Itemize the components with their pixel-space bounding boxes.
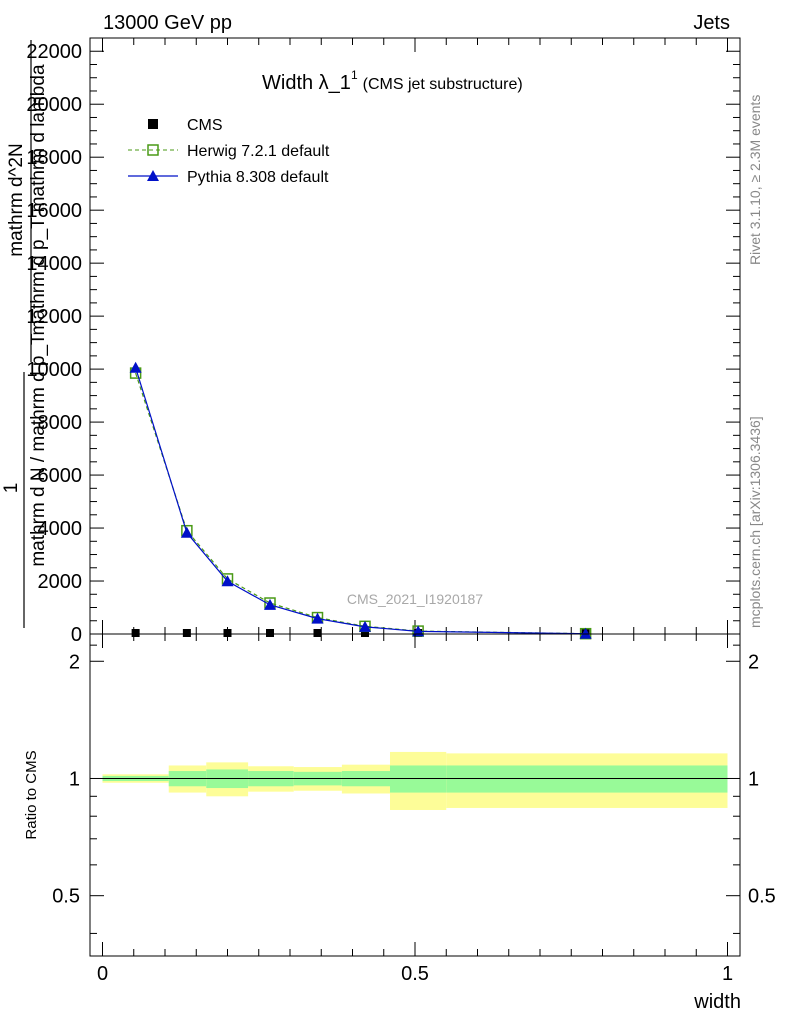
main-ytick-label-9: 18000	[26, 147, 82, 169]
series-2-point-2	[221, 575, 234, 587]
legend-herwig-marker	[147, 144, 159, 156]
series-2-point-0	[129, 361, 142, 373]
series-0-point-1	[182, 629, 191, 637]
main-panel: 0 2000 4000 6000 8000 10000 12000 14000 16000 180…	[1, 37, 741, 646]
main-ylabel-denominator-bottom: mathrm d N / mathrm d p_T	[28, 333, 49, 567]
ratio-inner-band-7	[446, 765, 728, 793]
ratio-inner-band-6	[390, 765, 447, 793]
ratio-x-ticks: 0 0.5 1	[97, 634, 733, 985]
main-ytick-label-8: 16000	[26, 200, 82, 222]
series-2-point-4	[311, 612, 324, 624]
header-right: Jets	[693, 12, 730, 34]
chart-title-main: Width λ_1	[262, 72, 351, 94]
series-2-point-3	[264, 598, 276, 610]
mcplots-label: mcplots.cern.ch [arXiv:1306.3436]	[747, 416, 763, 628]
main-ytick-label-1: 2000	[38, 571, 83, 593]
main-ytick-label-3: 6000	[38, 465, 83, 487]
ratio-ytick-label-right-2: 2	[748, 651, 759, 673]
ratio-panel: 0.5 0.51 12 2 0 0.5 1 Ratio to CMS width	[23, 633, 776, 1013]
legend-pythia-label: Pythia 8.308 default	[187, 169, 329, 186]
main-y-ticks: 0 2000 4000 6000 8000 10000 12000 14000 16000 180…	[26, 41, 740, 646]
ratio-ytick-label-1: 1	[69, 768, 80, 790]
ratio-ytick-label-0: 0.5	[52, 886, 80, 908]
series-line-2	[135, 367, 586, 635]
main-ylabel-denominator-top: mathrm d p_T mathrm d lambda	[28, 64, 49, 335]
legend-herwig-label: Herwig 7.2.1 default	[187, 143, 330, 160]
legend-cms-label: CMS	[187, 117, 223, 134]
series-0-point-2	[223, 629, 232, 637]
watermark: CMS_2021_I1920187	[347, 591, 483, 607]
main-ylabel-one: 1	[1, 483, 22, 494]
chart-title-sup: 1	[351, 68, 358, 82]
x-tick-label-1: 0.5	[401, 963, 429, 985]
series-0-point-4	[313, 629, 322, 637]
series-0-point-5	[361, 629, 369, 637]
ratio-ytick-label-right-1: 1	[748, 768, 759, 790]
series-0-point-3	[266, 629, 274, 637]
x-tick-label-0: 0	[97, 963, 108, 985]
main-ytick-label-4: 8000	[38, 412, 83, 434]
series-2-point-1	[180, 526, 193, 538]
ratio-ytick-label-2: 2	[69, 651, 80, 673]
x-axis-label: width	[693, 991, 741, 1013]
main-ytick-label-0: 0	[71, 624, 82, 646]
series-0-point-0	[131, 629, 140, 637]
main-ytick-label-2: 4000	[38, 518, 83, 540]
main-ytick-label-5: 10000	[26, 359, 82, 381]
main-ytick-label-6: 12000	[26, 306, 82, 328]
main-ylabel-numerator: mathrm d^2N	[6, 143, 27, 256]
ratio-y-ticks: 0.5 0.5 1 1 2 2	[52, 644, 776, 934]
main-ytick-label-7: 14000	[26, 253, 82, 275]
legend-pythia-marker	[147, 170, 159, 181]
header-left: 13000 GeV pp	[103, 12, 232, 34]
chart-title-sub: (CMS jet substructure)	[363, 76, 523, 93]
ratio-ytick-label-right-0: 0.5	[748, 886, 776, 908]
ratio-bands	[102, 751, 728, 810]
ratio-ylabel: Ratio to CMS	[23, 750, 40, 839]
chart-title: Width λ_11 (CMS jet substructure)	[262, 68, 523, 94]
main-ytick-label-11: 22000	[26, 41, 82, 63]
rivet-label: Rivet 3.1.10, ≥ 2.3M events	[747, 95, 763, 265]
series-2-point-7	[579, 627, 592, 639]
series-2-point-5	[359, 620, 371, 632]
main-ylabel: mathrm d^2N mathrm d p_T mathrm d lambda…	[1, 40, 49, 628]
legend: CMS Herwig 7.2.1 default Pythia 8.308 de…	[128, 117, 330, 186]
main-x-ticks	[102, 38, 728, 634]
main-ytick-label-10: 20000	[26, 94, 82, 116]
x-tick-label-2: 1	[722, 963, 733, 985]
legend-cms-marker	[148, 119, 158, 129]
